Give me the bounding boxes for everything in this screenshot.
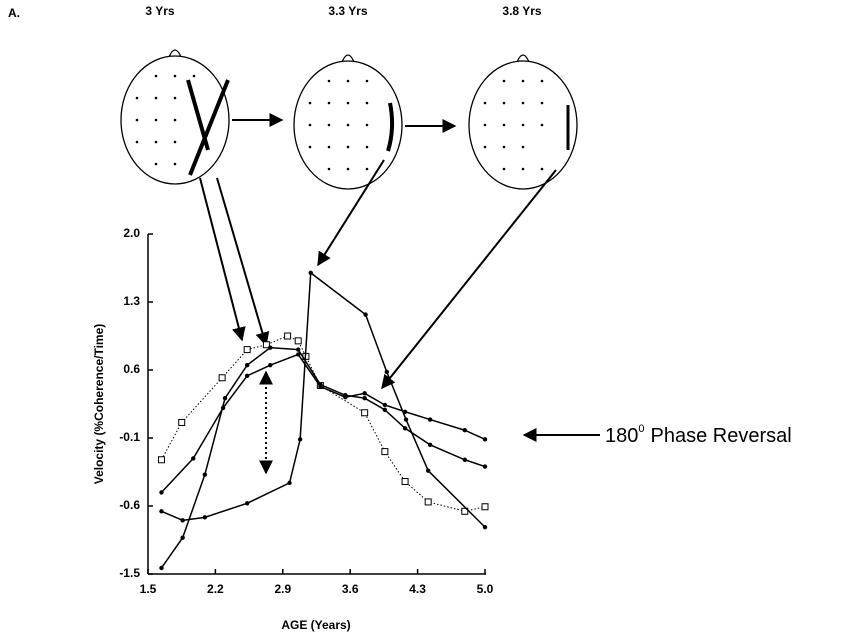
point bbox=[191, 456, 196, 461]
stage-label: 3.8 Yrs bbox=[502, 4, 541, 18]
point bbox=[384, 369, 389, 375]
point bbox=[157, 456, 165, 464]
y-tick-label: 1.3 bbox=[123, 294, 140, 308]
point bbox=[424, 498, 432, 506]
annotation-text: Phase Reversal bbox=[651, 425, 792, 447]
series-line bbox=[161, 335, 486, 512]
phase-annotation: 1800 Phase Reversal bbox=[605, 423, 792, 447]
annotation-superscript: 0 bbox=[638, 423, 644, 435]
y-tick-label: -0.1 bbox=[119, 430, 140, 444]
point bbox=[481, 503, 489, 511]
series-line bbox=[160, 346, 486, 569]
point bbox=[381, 448, 389, 456]
point bbox=[427, 417, 433, 422]
point bbox=[296, 352, 301, 357]
point bbox=[159, 490, 164, 495]
point bbox=[297, 437, 303, 442]
y-tick-label: -1.5 bbox=[119, 566, 140, 580]
point bbox=[222, 395, 228, 401]
point bbox=[461, 507, 469, 515]
point bbox=[180, 535, 185, 540]
point bbox=[296, 347, 301, 352]
point bbox=[218, 374, 226, 382]
x-tick-label: 1.5 bbox=[140, 582, 157, 596]
point bbox=[244, 373, 250, 379]
point bbox=[244, 362, 250, 368]
point bbox=[308, 270, 313, 276]
point bbox=[362, 391, 367, 396]
point bbox=[382, 402, 388, 408]
point bbox=[262, 341, 270, 349]
point bbox=[343, 393, 348, 398]
point bbox=[287, 480, 292, 486]
y-tick-label: -0.6 bbox=[119, 498, 140, 512]
point bbox=[268, 362, 273, 368]
point bbox=[363, 312, 368, 317]
point bbox=[482, 464, 488, 469]
point bbox=[202, 515, 208, 520]
stage-label: 3 Yrs bbox=[145, 4, 174, 18]
point bbox=[401, 478, 409, 486]
point bbox=[362, 395, 367, 401]
point bbox=[159, 509, 164, 514]
y-tick-label: 0.6 bbox=[123, 362, 140, 376]
point bbox=[268, 345, 273, 350]
y-tick-label: 2.0 bbox=[123, 226, 140, 240]
point bbox=[402, 426, 408, 431]
x-tick-label: 2.2 bbox=[207, 582, 224, 596]
point bbox=[284, 332, 292, 340]
point bbox=[178, 418, 186, 426]
point bbox=[361, 409, 369, 417]
point bbox=[202, 472, 208, 477]
point bbox=[462, 457, 467, 462]
x-tick-label: 3.6 bbox=[342, 582, 359, 596]
point bbox=[482, 524, 488, 530]
panel-label: A. bbox=[8, 6, 20, 20]
x-tick-label: 4.3 bbox=[409, 582, 426, 596]
y-axis-label: Velocity (%Coherence/Time) bbox=[92, 324, 106, 485]
x-axis-label: AGE (Years) bbox=[281, 618, 350, 632]
series-line bbox=[160, 353, 486, 493]
point bbox=[294, 337, 302, 345]
series-line bbox=[161, 271, 486, 528]
point bbox=[462, 428, 467, 433]
annotation-number: 180 bbox=[605, 425, 638, 447]
point bbox=[425, 468, 431, 473]
point bbox=[318, 382, 323, 387]
point bbox=[403, 417, 409, 422]
point bbox=[159, 565, 164, 571]
point bbox=[244, 501, 250, 506]
x-tick-label: 5.0 bbox=[477, 582, 494, 596]
head-diagrams bbox=[120, 49, 600, 475]
stage-label: 3.3 Yrs bbox=[328, 4, 367, 18]
point bbox=[382, 407, 388, 413]
point bbox=[180, 518, 185, 523]
x-tick-label: 2.9 bbox=[274, 582, 291, 596]
point bbox=[243, 346, 251, 354]
point bbox=[482, 437, 488, 442]
point bbox=[427, 442, 433, 447]
